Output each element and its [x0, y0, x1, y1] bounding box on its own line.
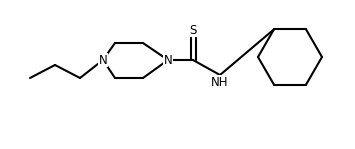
Text: S: S [189, 24, 197, 37]
Text: N: N [99, 53, 107, 66]
Text: N: N [164, 53, 173, 66]
Text: NH: NH [211, 76, 229, 89]
